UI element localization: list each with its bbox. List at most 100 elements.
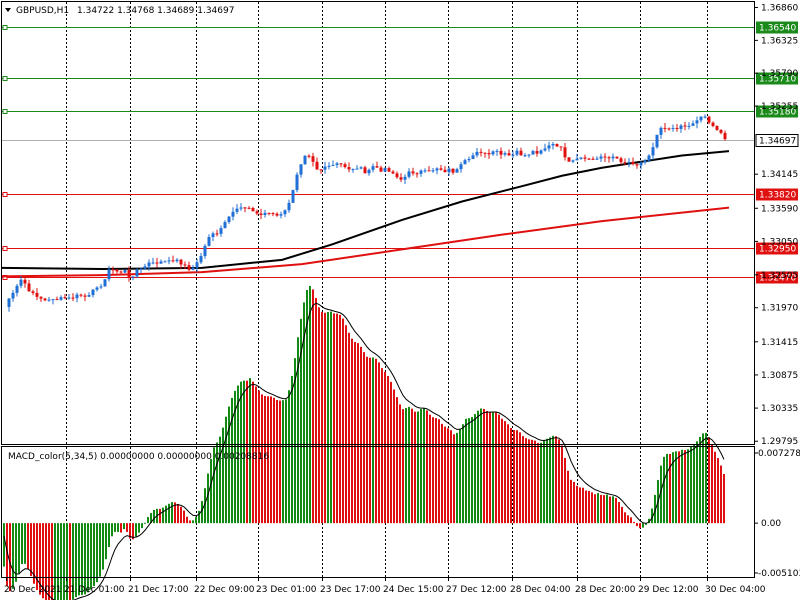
macd-bar-rising xyxy=(150,513,152,524)
macd-bar-falling xyxy=(177,503,179,524)
macd-bar-rising xyxy=(327,311,329,524)
macd-bar-falling xyxy=(348,332,350,524)
macd-bar-falling xyxy=(45,523,47,600)
macd-bar-rising xyxy=(198,510,200,524)
macd-bar-rising xyxy=(81,523,83,595)
candle-up xyxy=(547,145,551,149)
macd-bar-rising xyxy=(666,453,668,524)
ohlc-values: 1.34722 1.34768 1.34689 1.34697 xyxy=(77,6,234,16)
candle-up xyxy=(531,151,535,155)
macd-bar-falling xyxy=(582,487,584,524)
candle-down xyxy=(635,164,639,166)
macd-bar-rising xyxy=(234,390,236,524)
macd-bar-falling xyxy=(9,523,11,592)
macd-bar-rising xyxy=(204,488,206,524)
level-handle[interactable] xyxy=(2,109,8,114)
candle-down xyxy=(663,127,667,129)
price-tick-label: 1.33590 xyxy=(761,204,798,214)
candle-up xyxy=(143,266,147,269)
macd-bar-falling xyxy=(639,523,641,529)
candle-down xyxy=(623,162,627,164)
macd-bar-falling xyxy=(534,440,536,524)
macd-bar-rising xyxy=(420,408,422,524)
candle-down xyxy=(667,128,671,130)
candle-up xyxy=(423,170,427,172)
price-tick-label: 1.35255 xyxy=(761,102,798,112)
candle-up xyxy=(647,155,651,161)
macd-bar-rising xyxy=(456,432,458,524)
candle-up xyxy=(651,147,655,156)
macd-bar-rising xyxy=(90,523,92,590)
candle-down xyxy=(719,129,723,133)
candle-up xyxy=(695,120,699,124)
candle-down xyxy=(63,297,67,299)
macd-bar-falling xyxy=(570,479,572,524)
candle-up xyxy=(107,269,111,280)
candle-down xyxy=(591,158,595,160)
macd-bar-rising xyxy=(672,452,674,524)
level-handle[interactable] xyxy=(2,25,8,30)
macd-bar-rising xyxy=(207,473,209,524)
candle-up xyxy=(19,279,23,286)
price-level-tag xyxy=(756,271,798,284)
candle-up xyxy=(539,150,543,154)
price-level-tag xyxy=(756,242,798,255)
macd-bar-falling xyxy=(276,400,278,524)
macd-bar-falling xyxy=(354,341,356,524)
candle-down xyxy=(251,207,255,212)
macd-bar-falling xyxy=(345,325,347,524)
macd-bar-falling xyxy=(33,523,35,584)
level-handle[interactable] xyxy=(2,192,8,197)
level-handle[interactable] xyxy=(2,76,8,81)
slow-moving-average-line xyxy=(1,206,730,278)
price-level-tag xyxy=(756,105,798,118)
candle-down xyxy=(27,283,31,292)
candle-up xyxy=(515,150,519,155)
macd-bar-falling xyxy=(537,442,539,524)
candle-up xyxy=(163,261,167,263)
candle-up xyxy=(291,190,295,203)
macd-bar-rising xyxy=(306,289,308,524)
candle-up xyxy=(455,169,459,173)
macd-bar-falling xyxy=(351,338,353,524)
macd-bar-rising xyxy=(240,381,242,524)
macd-bar-falling xyxy=(525,438,527,524)
candle-down xyxy=(375,166,379,168)
candle-down xyxy=(483,152,487,154)
time-tick-label: 29 Dec 12:00 xyxy=(638,585,699,595)
macd-bar-falling xyxy=(429,414,431,524)
collapse-arrow-icon[interactable] xyxy=(5,8,11,12)
macd-bar-rising xyxy=(294,358,296,524)
candle-up xyxy=(671,127,675,129)
candle-up xyxy=(15,285,19,293)
candle-up xyxy=(211,233,215,238)
macd-bar-rising xyxy=(705,432,707,524)
candle-up xyxy=(11,292,15,299)
candle-down xyxy=(399,177,403,180)
macd-bar-falling xyxy=(357,343,359,524)
macd-bar-falling xyxy=(483,408,485,524)
macd-bar-rising xyxy=(66,523,68,600)
macd-bar-falling xyxy=(678,451,680,524)
macd-bar-falling xyxy=(633,521,635,524)
macd-bar-rising xyxy=(660,465,662,524)
macd-bar-falling xyxy=(516,430,518,524)
price-panel-border xyxy=(1,1,755,445)
candle-up xyxy=(599,156,603,159)
macd-bar-rising xyxy=(474,414,476,524)
candle-down xyxy=(723,132,727,140)
macd-bar-rising xyxy=(297,337,299,524)
time-tick-label: 24 Dec 15:00 xyxy=(383,585,444,595)
candle-up xyxy=(323,166,327,170)
macd-bar-falling xyxy=(270,396,272,524)
macd-bar-rising xyxy=(372,357,374,524)
candle-down xyxy=(519,150,523,156)
level-handle[interactable] xyxy=(2,246,8,251)
candle-up xyxy=(139,268,143,270)
macd-bar-falling xyxy=(609,496,611,524)
macd-bar-falling xyxy=(507,424,509,524)
macd-bar-falling xyxy=(267,396,269,524)
candle-down xyxy=(183,264,187,266)
macd-bar-rising xyxy=(288,390,290,524)
